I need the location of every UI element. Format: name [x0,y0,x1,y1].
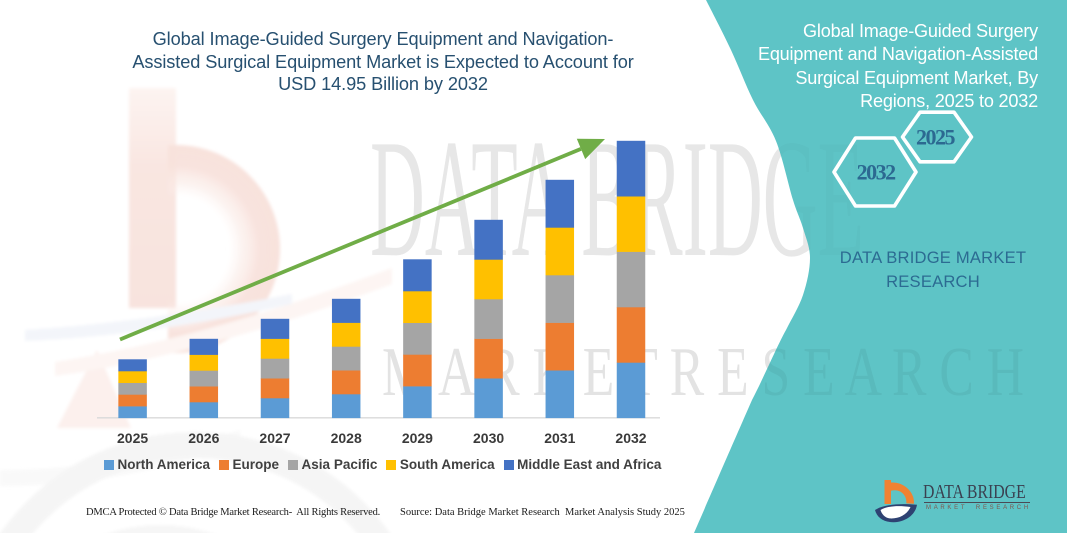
svg-text:2025: 2025 [916,125,956,150]
svg-text:2032: 2032 [857,160,897,185]
